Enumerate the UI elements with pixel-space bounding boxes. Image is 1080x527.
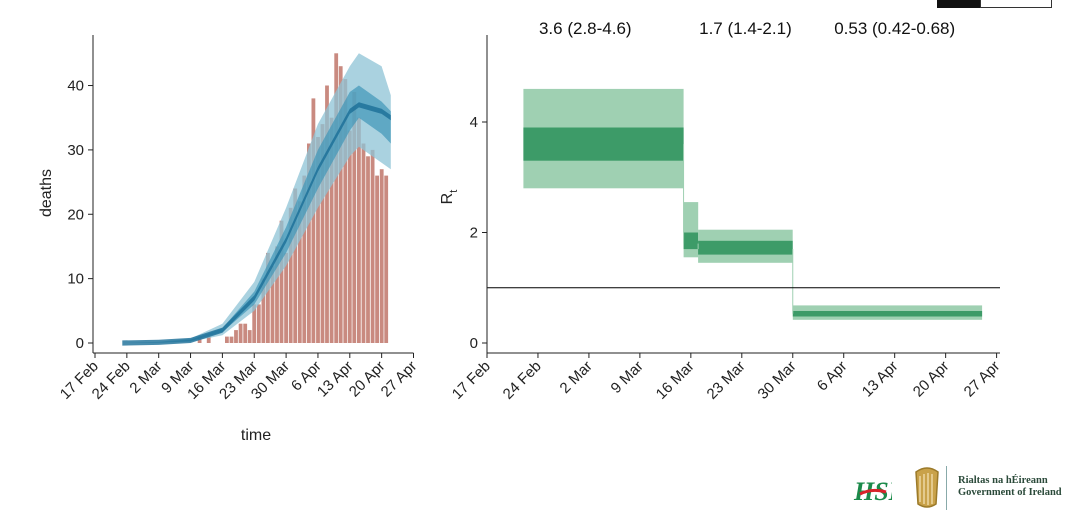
hse-logo: HSE: [853, 477, 892, 506]
rt-x-tick-label: 6 Apr: [814, 358, 851, 395]
death-bar: [238, 323, 243, 343]
rt-estimate-label: 0.53 (0.42-0.68): [834, 19, 955, 38]
death-bar: [325, 85, 329, 343]
government-line-irish: Rialtas na hÉireann: [958, 475, 1048, 486]
rt-x-tick-label: 20 Apr: [910, 358, 953, 401]
rt-inner-band: [698, 240, 793, 255]
death-bar: [252, 304, 257, 343]
death-bar: [297, 201, 302, 343]
government-line-english: Government of Ireland: [958, 487, 1062, 498]
y-tick-label: 10: [67, 271, 84, 288]
death-bar: [366, 156, 370, 343]
rt-x-tick-label: 13 Apr: [859, 358, 902, 401]
rt-estimate-label: 3.6 (2.8-4.6): [539, 19, 632, 38]
rt-x-tick-label: 30 Mar: [755, 358, 800, 403]
rt-y-tick-label: 4: [470, 114, 478, 131]
death-bar: [379, 169, 384, 343]
death-bar: [311, 98, 316, 344]
death-bar: [225, 336, 229, 343]
death-bar: [384, 175, 389, 343]
rt-annotations: 3.6 (2.8-4.6) 1.7 (1.4-2.1) 0.53 (0.42-0.6…: [539, 19, 955, 38]
y-tick-label: 20: [67, 206, 84, 223]
x-tick-label: 2 Mar: [126, 358, 165, 397]
death-bar: [338, 66, 343, 343]
rt-estimate-label: 1.7 (1.4-2.1): [699, 19, 792, 38]
model-band-inner: [122, 85, 391, 343]
model-band-outer: [122, 53, 391, 344]
harp-icon: [915, 467, 939, 508]
y-tick-label: 30: [67, 142, 84, 159]
rt-inner-band: [683, 232, 699, 250]
death-bar: [307, 143, 311, 343]
model-band: [122, 53, 391, 346]
rt-segments: [523, 88, 983, 320]
death-bar: [247, 330, 252, 343]
death-bar: [347, 130, 352, 343]
logo-area: HSE Rialtas na hÉireann Government of Ir…: [852, 460, 1072, 516]
y-tick-label: 0: [76, 335, 84, 352]
rt-x-tick-label: 17 Feb: [449, 358, 494, 403]
death-bar: [370, 149, 375, 343]
death-bar: [270, 265, 275, 343]
rt-x-tick-label: 16 Mar: [653, 358, 698, 403]
death-bar: [320, 124, 325, 343]
rt-x-tick-label: 9 Mar: [608, 358, 647, 397]
logo-divider: [946, 466, 947, 510]
death-bar: [266, 252, 270, 343]
death-bar: [284, 252, 288, 343]
death-bar: [375, 175, 379, 343]
death-bar: [256, 304, 261, 343]
rt-y-tick-label: 0: [470, 335, 478, 352]
death-bar: [343, 79, 348, 343]
x-tick-label: 27 Apr: [378, 358, 421, 401]
death-bar: [229, 336, 234, 343]
death-bar: [334, 53, 339, 344]
death-bar: [234, 330, 238, 343]
death-bar: [352, 92, 357, 343]
death-bar: [206, 336, 211, 343]
rt-chart: 0 2 4 17 Feb 24 Feb 2 Mar 9 Mar 16 Mar 23 Mar 30 …: [439, 19, 1003, 403]
death-bar: [302, 175, 307, 343]
death-bar: [357, 117, 361, 343]
rt-inner-band: [523, 127, 684, 161]
death-bar: [288, 207, 293, 343]
death-bar: [275, 246, 279, 343]
death-bar: [279, 220, 284, 343]
rt-inner-band: [792, 311, 983, 317]
rt-y-tick-label: 2: [470, 225, 478, 242]
corner-bar-segment: [980, 0, 1052, 8]
death-bar: [293, 188, 298, 343]
death-bar: [261, 278, 266, 343]
death-bar: [329, 117, 334, 343]
hse-logo-swoosh: [859, 488, 887, 496]
rt-x-tick-label: 27 Apr: [961, 358, 1004, 401]
rt-x-tick-label: 24 Feb: [500, 358, 545, 403]
death-bar: [316, 137, 320, 343]
deaths-bars: [197, 53, 389, 344]
rt-x-tick-label: 2 Mar: [557, 358, 596, 397]
death-bar: [361, 143, 366, 343]
x-axis-title: time: [241, 427, 271, 444]
government-text: Rialtas na hÉireann Government of Irelan…: [958, 475, 1062, 499]
y-tick-label: 40: [67, 78, 84, 95]
y-axis-title: deaths: [38, 169, 55, 217]
rt-axis-title-r: R: [439, 193, 456, 205]
death-bar: [243, 323, 248, 343]
rt-axis-title-sub: t: [448, 190, 460, 193]
rt-axis-title: Rt: [439, 190, 460, 205]
rt-x-tick-label: 23 Mar: [704, 358, 749, 403]
